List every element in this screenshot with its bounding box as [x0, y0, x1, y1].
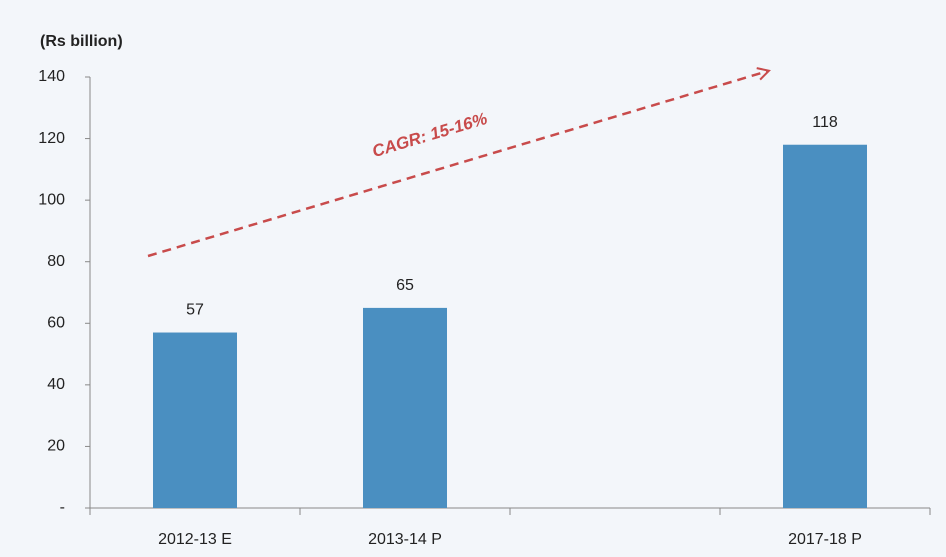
bar: [363, 307, 447, 508]
y-tick-label: -: [60, 499, 65, 516]
y-tick-label: 20: [47, 438, 65, 455]
x-tick-label: 2017-18 P: [788, 531, 862, 548]
y-tick-label: 80: [47, 253, 65, 270]
x-tick-label: 2013-14 P: [368, 531, 442, 548]
y-axis-label: (Rs billion): [40, 33, 123, 50]
y-tick-label: 140: [38, 68, 65, 85]
bar: [783, 144, 867, 508]
x-tick-label: 2012-13 E: [158, 531, 232, 548]
value-label: 118: [812, 114, 838, 131]
y-tick-label: 100: [38, 191, 65, 208]
bar: [153, 332, 237, 508]
cagr-arrow: [147, 71, 768, 258]
y-tick-label: 120: [38, 130, 65, 147]
value-label: 65: [396, 277, 414, 294]
value-label: 57: [186, 302, 204, 319]
y-tick-label: 60: [47, 315, 65, 332]
y-tick-label: 40: [47, 376, 65, 393]
